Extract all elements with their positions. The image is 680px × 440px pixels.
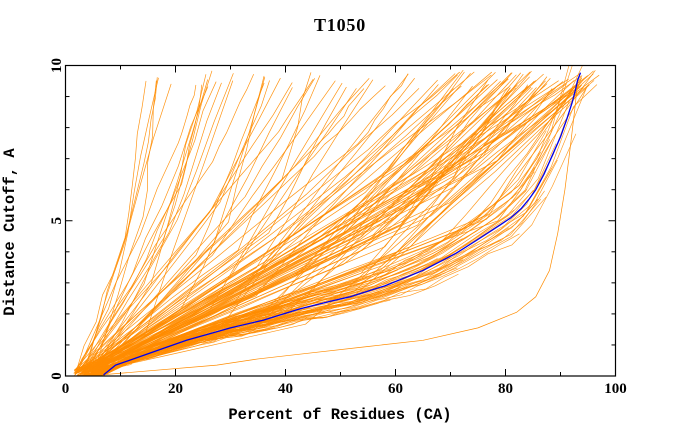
- svg-text:20: 20: [168, 381, 183, 397]
- svg-text:5: 5: [49, 217, 65, 225]
- svg-text:0: 0: [49, 372, 65, 380]
- svg-text:0: 0: [62, 381, 70, 397]
- svg-text:80: 80: [498, 381, 513, 397]
- svg-text:60: 60: [388, 381, 403, 397]
- svg-text:100: 100: [604, 381, 627, 397]
- svg-text:10: 10: [49, 58, 65, 73]
- svg-text:40: 40: [278, 381, 293, 397]
